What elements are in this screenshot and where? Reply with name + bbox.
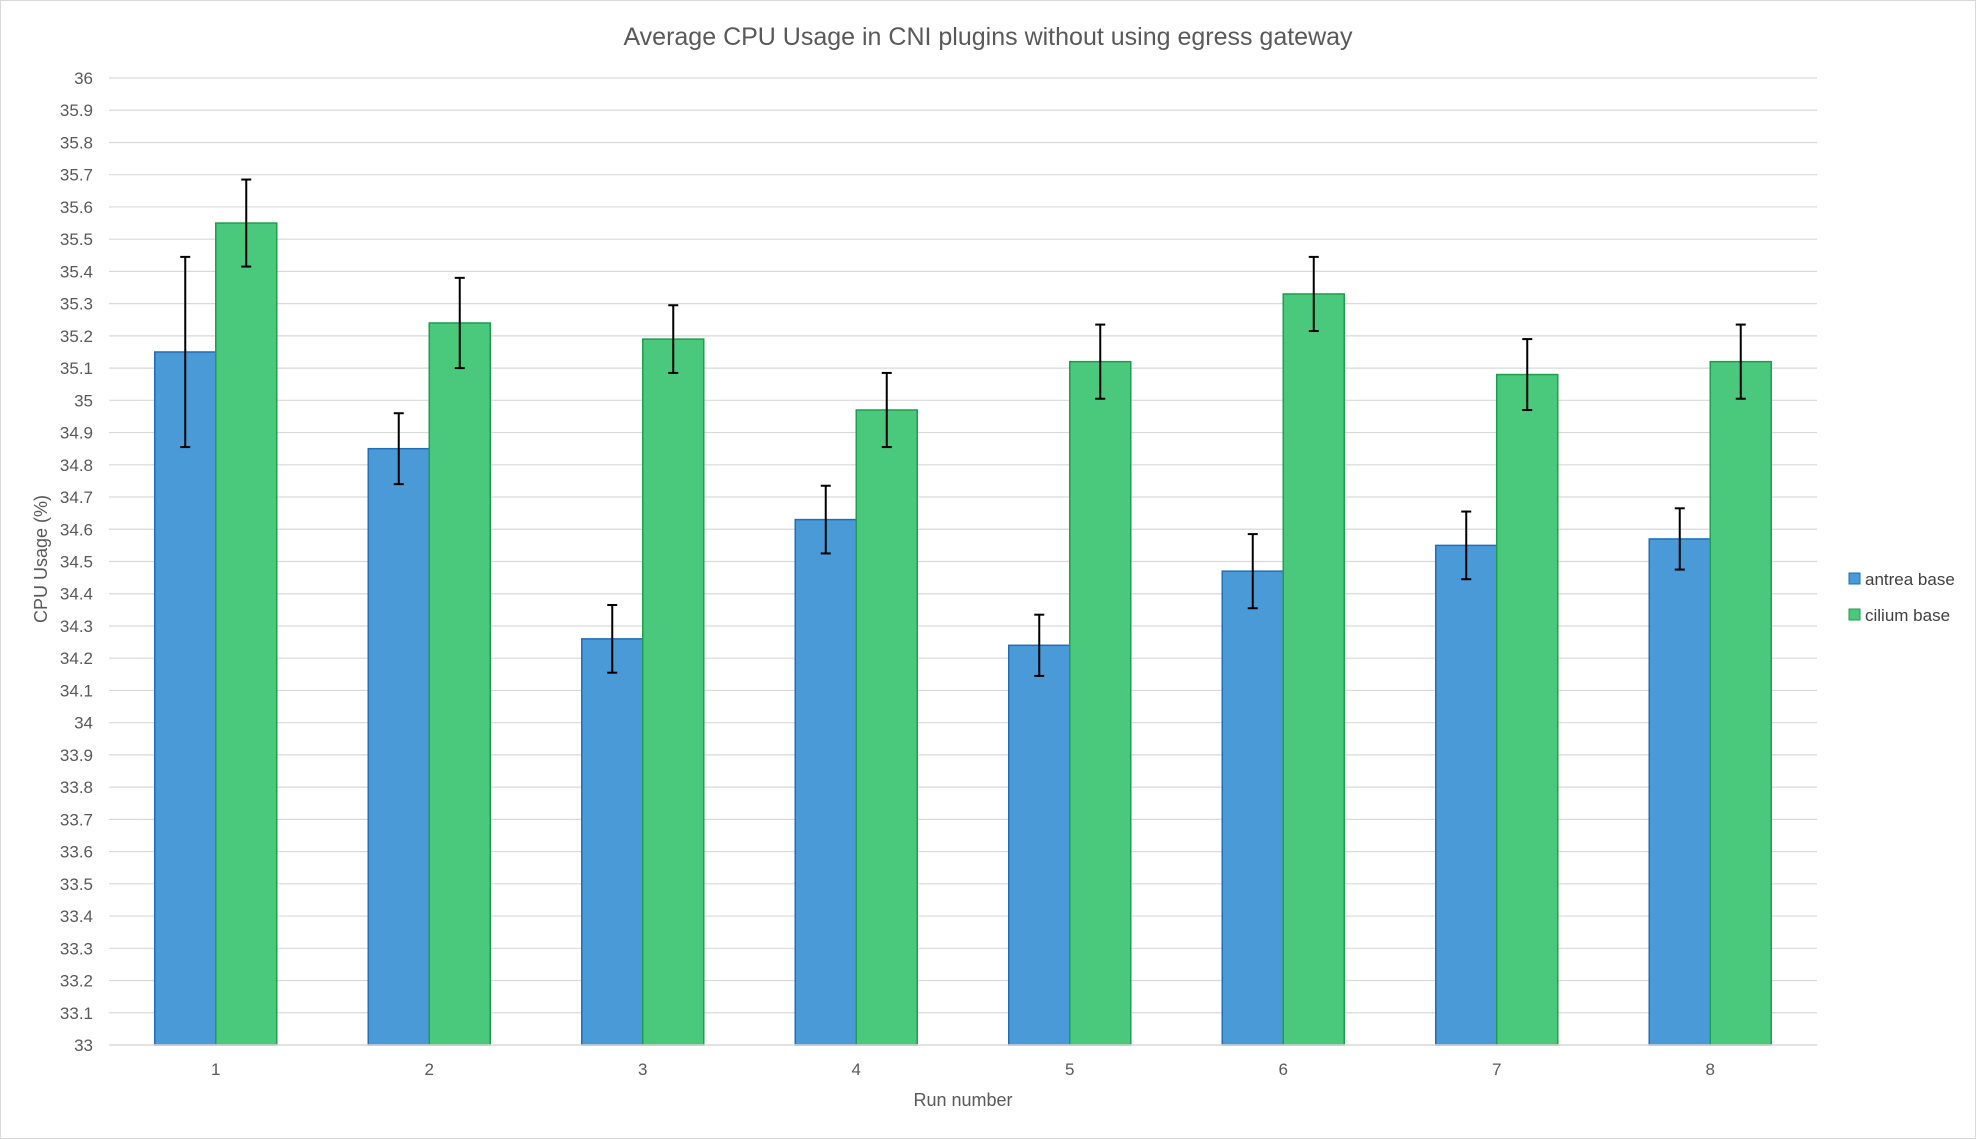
y-tick-label: 35.2: [60, 327, 93, 346]
y-tick-label: 33.8: [60, 778, 93, 797]
y-tick-label: 34.3: [60, 617, 93, 636]
error-bar: [1735, 323, 1746, 400]
legend-item-antrea-base: antrea base: [1848, 570, 1955, 589]
y-tick-label: 33.5: [60, 875, 93, 894]
y-axis-tick-labels: 33 33.1 33.2 33.3 33.4 33.5 33.6 33.7 33.8 33.9 34…: [60, 69, 93, 1055]
legend-swatch-antrea-base: [1848, 572, 1861, 585]
y-tick-label: 34.7: [60, 488, 93, 507]
y-tick-label: 34.1: [60, 681, 93, 700]
y-tick-label: 33: [74, 1036, 93, 1055]
error-bar: [820, 484, 831, 555]
y-tick-label: 34.4: [60, 585, 93, 604]
bar-antrea-base-run-5: [1008, 644, 1071, 1046]
error-bars: [180, 178, 1746, 677]
x-axis-title: Run number: [913, 1090, 1012, 1110]
x-axis-tick-labels: 1 2 3 4 5 6 7 8: [211, 1060, 1715, 1079]
legend: antrea base cilium base: [1848, 570, 1955, 625]
y-tick-label: 34.2: [60, 649, 93, 668]
error-bar: [1308, 255, 1319, 333]
legend-label-cilium-base: cilium base: [1865, 606, 1950, 625]
y-tick-label: 33.4: [60, 907, 93, 926]
x-tick-label: 3: [638, 1060, 647, 1079]
bar-antrea-base-run-2: [367, 447, 430, 1046]
bar-cilium-base-run-8: [1709, 360, 1772, 1046]
y-tick-label: 34: [74, 714, 93, 733]
y-tick-label: 34.9: [60, 424, 93, 443]
bar-antrea-base-run-7: [1435, 544, 1498, 1046]
bars: [154, 222, 1772, 1046]
bar-antrea-base-run-4: [794, 518, 857, 1046]
error-bar: [454, 276, 465, 370]
y-tick-label: 35.8: [60, 133, 93, 152]
error-bar: [668, 304, 679, 374]
x-tick-label: 7: [1492, 1060, 1501, 1079]
error-bar: [607, 604, 618, 674]
y-tick-label: 35.7: [60, 166, 93, 185]
y-tick-label: 35.5: [60, 230, 93, 249]
bar-cilium-base-run-2: [428, 322, 491, 1046]
bar-cilium-base-run-3: [642, 338, 705, 1046]
y-tick-label: 33.1: [60, 1004, 93, 1023]
x-tick-label: 8: [1706, 1060, 1715, 1079]
error-bar: [1247, 533, 1258, 610]
error-bar: [180, 255, 191, 449]
bar-antrea-base-run-8: [1648, 538, 1711, 1046]
error-bar: [1095, 323, 1106, 400]
legend-item-cilium-base: cilium base: [1848, 606, 1950, 625]
y-tick-label: 34.5: [60, 553, 93, 572]
gridlines: [109, 77, 1817, 1014]
y-tick-label: 35.3: [60, 295, 93, 314]
y-axis-title: CPU Usage (%): [31, 495, 51, 623]
x-tick-label: 2: [425, 1060, 434, 1079]
bar-cilium-base-run-7: [1496, 373, 1559, 1046]
y-tick-label: 35.9: [60, 101, 93, 120]
x-tick-label: 4: [852, 1060, 861, 1079]
bar-antrea-base-run-6: [1221, 570, 1284, 1046]
y-tick-label: 35.1: [60, 359, 93, 378]
bar-cilium-base-run-1: [215, 222, 278, 1046]
error-bar: [241, 178, 252, 268]
x-tick-label: 5: [1065, 1060, 1074, 1079]
x-tick-label: 1: [211, 1060, 220, 1079]
y-tick-label: 34.6: [60, 520, 93, 539]
x-tick-label: 6: [1279, 1060, 1288, 1079]
y-tick-label: 35.4: [60, 262, 93, 281]
legend-swatch-cilium-base: [1848, 608, 1861, 621]
bar-cilium-base-run-5: [1069, 360, 1132, 1046]
bar-cilium-base-run-6: [1282, 293, 1345, 1046]
error-bar: [881, 371, 892, 449]
bar-cilium-base-run-4: [855, 409, 918, 1046]
y-tick-label: 33.9: [60, 746, 93, 765]
y-tick-label: 34.8: [60, 456, 93, 475]
error-bar: [393, 412, 404, 486]
bar-antrea-base-run-3: [581, 638, 644, 1046]
y-tick-label: 33.3: [60, 939, 93, 958]
error-bar: [1461, 510, 1472, 581]
y-tick-label: 35: [74, 391, 93, 410]
y-tick-label: 33.6: [60, 843, 93, 862]
error-bar: [1522, 338, 1533, 412]
legend-label-antrea-base: antrea base: [1865, 570, 1955, 589]
bar-antrea-base-run-1: [154, 351, 217, 1046]
y-tick-label: 35.6: [60, 198, 93, 217]
error-bar: [1034, 613, 1045, 677]
chart-title: Average CPU Usage in CNI plugins without…: [623, 23, 1353, 51]
y-tick-label: 33.7: [60, 810, 93, 829]
y-tick-label: 36: [74, 69, 93, 88]
y-tick-label: 33.2: [60, 972, 93, 991]
error-bar: [1674, 507, 1685, 571]
